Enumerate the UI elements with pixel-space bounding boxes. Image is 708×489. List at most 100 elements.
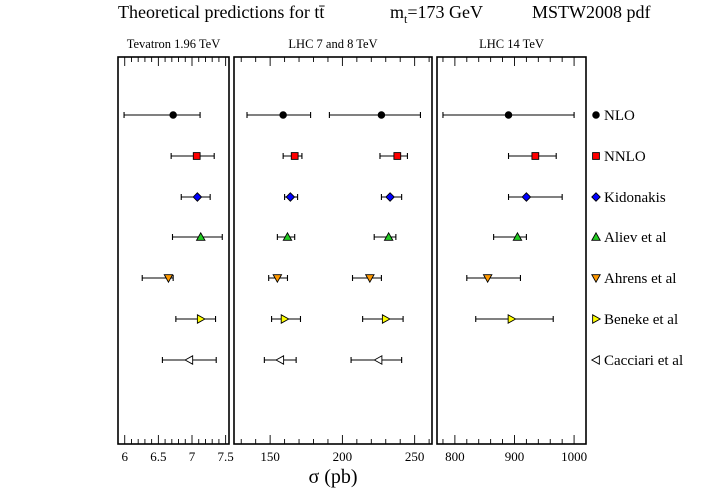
point-marker [192, 192, 203, 202]
legend-entry: NNLO [592, 149, 646, 165]
tick-label: 7 [189, 449, 196, 464]
point-marker [279, 111, 287, 119]
data-point [380, 192, 403, 202]
data-point [276, 231, 296, 241]
point-marker [163, 274, 174, 284]
legend-marker [591, 192, 601, 202]
point-marker [364, 274, 375, 284]
legend-marker [591, 231, 601, 241]
data-point [351, 274, 382, 284]
point-marker [275, 355, 285, 365]
data-point [263, 355, 297, 365]
tick-label: 6.5 [150, 449, 166, 464]
legend-label: NLO [604, 108, 635, 124]
point-marker [504, 111, 513, 119]
data-point [507, 152, 557, 160]
data-point [507, 192, 563, 202]
data-point [350, 355, 403, 365]
point-marker [393, 152, 402, 160]
point-marker [373, 355, 383, 365]
panel-frame [117, 56, 230, 445]
data-point [373, 231, 397, 241]
point-marker [192, 152, 201, 160]
point-marker [282, 231, 293, 241]
data-point [379, 152, 408, 160]
legend-marker [590, 355, 600, 365]
mass-value: =173 GeV [407, 2, 483, 22]
data-point [141, 274, 174, 284]
x-axis-label: σ (pb) [308, 466, 357, 488]
point-marker [385, 192, 395, 202]
legend-entry: NLO [592, 108, 635, 124]
data-point [442, 111, 575, 119]
point-marker [381, 314, 391, 324]
point-marker [531, 152, 540, 160]
data-point [180, 192, 211, 202]
chart-panel-3: LHC 14 TeV 800 900 1000 [436, 37, 587, 464]
data-point [123, 111, 201, 119]
legend-label: NNLO [604, 149, 646, 165]
data-point [271, 314, 302, 324]
tick-label: 6 [121, 449, 128, 464]
legend-label: Aliev et al [604, 230, 666, 246]
point-marker [195, 231, 206, 241]
point-marker [482, 274, 493, 284]
legend-marker [592, 152, 600, 160]
legend-label: Cacciari et al [604, 353, 683, 369]
chart-panel-2: LHC 7 and 8 TeV 150 200 250 [233, 37, 433, 464]
pdf-label: MSTW2008 pdf [532, 2, 651, 22]
point-marker [280, 314, 290, 324]
point-marker [290, 152, 299, 160]
legend-marker [591, 274, 601, 284]
data-point [282, 152, 303, 160]
point-marker [512, 231, 523, 241]
panel-frame [436, 56, 587, 445]
tick-label: 150 [260, 449, 280, 464]
tick-label: 250 [405, 449, 425, 464]
data-point [475, 314, 554, 324]
data-point [328, 111, 421, 119]
tick-label: 800 [445, 449, 465, 464]
legend-label: Ahrens et al [604, 271, 676, 287]
data-point [362, 314, 404, 324]
point-marker [184, 355, 194, 365]
legend-label: Kidonakis [604, 190, 666, 206]
legend-entry: Aliev et al [591, 230, 666, 246]
point-marker [521, 192, 532, 202]
data-point [175, 314, 217, 324]
panel-frame [233, 56, 433, 445]
data-point [170, 152, 215, 160]
legend-entry: Kidonakis [591, 190, 666, 206]
chart-panel-1: Tevatron 1.96 TeV 6 6.5 7 7.5 [117, 37, 234, 464]
panel-title: Tevatron 1.96 TeV [127, 37, 220, 51]
point-marker [383, 231, 394, 241]
data-point [246, 111, 312, 119]
panel-title: LHC 14 TeV [479, 37, 544, 51]
chart-legend: NLO NNLO Kidonakis Aliev et al Ahrens et al B… [590, 108, 683, 369]
data-point [268, 274, 289, 284]
legend-label: Beneke et al [604, 312, 678, 328]
tick-label: 200 [333, 449, 353, 464]
point-marker [272, 274, 283, 284]
point-marker [169, 111, 177, 119]
legend-entry: Cacciari et al [590, 353, 683, 369]
data-point [161, 355, 217, 365]
mass-symbol: m [390, 2, 404, 22]
tick-label: 7.5 [218, 449, 234, 464]
point-marker [377, 111, 386, 119]
point-marker [196, 314, 206, 324]
data-point [466, 274, 521, 284]
mass-label: mt=173 GeV [390, 2, 483, 26]
panel-title: LHC 7 and 8 TeV [288, 37, 377, 51]
chart-title: Theoretical predictions for tt̄ [118, 2, 325, 22]
data-point [171, 231, 223, 241]
data-point [493, 231, 527, 241]
point-marker [507, 314, 517, 324]
legend-entry: Ahrens et al [591, 271, 676, 287]
legend-marker [592, 111, 600, 119]
point-marker [285, 192, 296, 202]
mass-subscript: t [404, 12, 408, 26]
tick-label: 900 [505, 449, 525, 464]
